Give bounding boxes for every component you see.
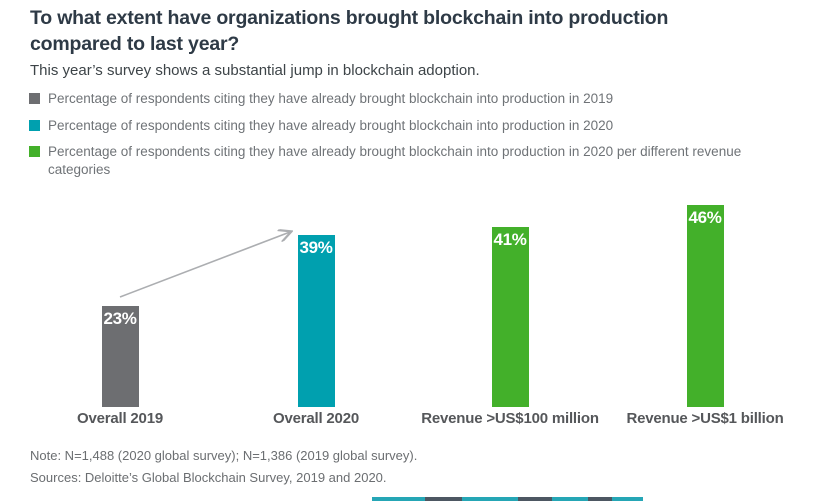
legend-item-2020: Percentage of respondents citing they ha…: [29, 117, 753, 135]
category-label-overall-2020: Overall 2020: [272, 410, 359, 427]
category-label-revenue-100m: Revenue >US$100 million: [421, 410, 599, 427]
legend-label: Percentage of respondents citing they ha…: [48, 91, 614, 106]
legend-label: Percentage of respondents citing they ha…: [48, 117, 614, 133]
chart-title: To what extent have organizations brough…: [30, 7, 669, 55]
legend-swatch-green-icon: [29, 146, 40, 158]
cutoff-strip: [372, 497, 643, 501]
bar-value-label: 39%: [299, 238, 333, 258]
bar-revenue-100m: 41%: [491, 226, 529, 407]
bar-overall-2019: 23%: [101, 305, 139, 407]
bar-column-overall-2020: 39%: [221, 170, 411, 407]
bar-chart: 23% 39% 41% 46% Overall 2019 Overall 202…: [0, 170, 820, 430]
legend: Percentage of respondents citing they ha…: [29, 90, 753, 187]
chart-subtitle: This year’s survey shows a substantial j…: [30, 62, 480, 79]
bar-overall-2020: 39%: [297, 235, 335, 407]
bar-value-label: 23%: [103, 308, 137, 328]
bar-revenue-1b: 46%: [686, 204, 724, 407]
category-label-revenue-1b: Revenue >US$1 billion: [626, 410, 784, 427]
bar-column-revenue-1b: 46%: [610, 170, 800, 407]
legend-item-2019: Percentage of respondents citing they ha…: [29, 90, 753, 108]
note-text: Note: N=1,488 (2020 global survey); N=1,…: [30, 448, 418, 463]
bar-value-label: 41%: [493, 229, 527, 249]
legend-label: Percentage of respondents citing they ha…: [48, 144, 742, 177]
sources-text: Sources: Deloitte’s Global Blockchain Su…: [30, 470, 387, 485]
bar-column-revenue-100m: 41%: [415, 170, 605, 407]
legend-item-revenue: Percentage of respondents citing they ha…: [29, 143, 753, 178]
legend-swatch-gray-icon: [29, 93, 40, 104]
bar-value-label: 46%: [688, 207, 722, 227]
bar-column-overall-2019: 23%: [25, 170, 215, 407]
legend-swatch-teal-icon: [29, 119, 40, 131]
category-label-overall-2019: Overall 2019: [76, 410, 163, 427]
